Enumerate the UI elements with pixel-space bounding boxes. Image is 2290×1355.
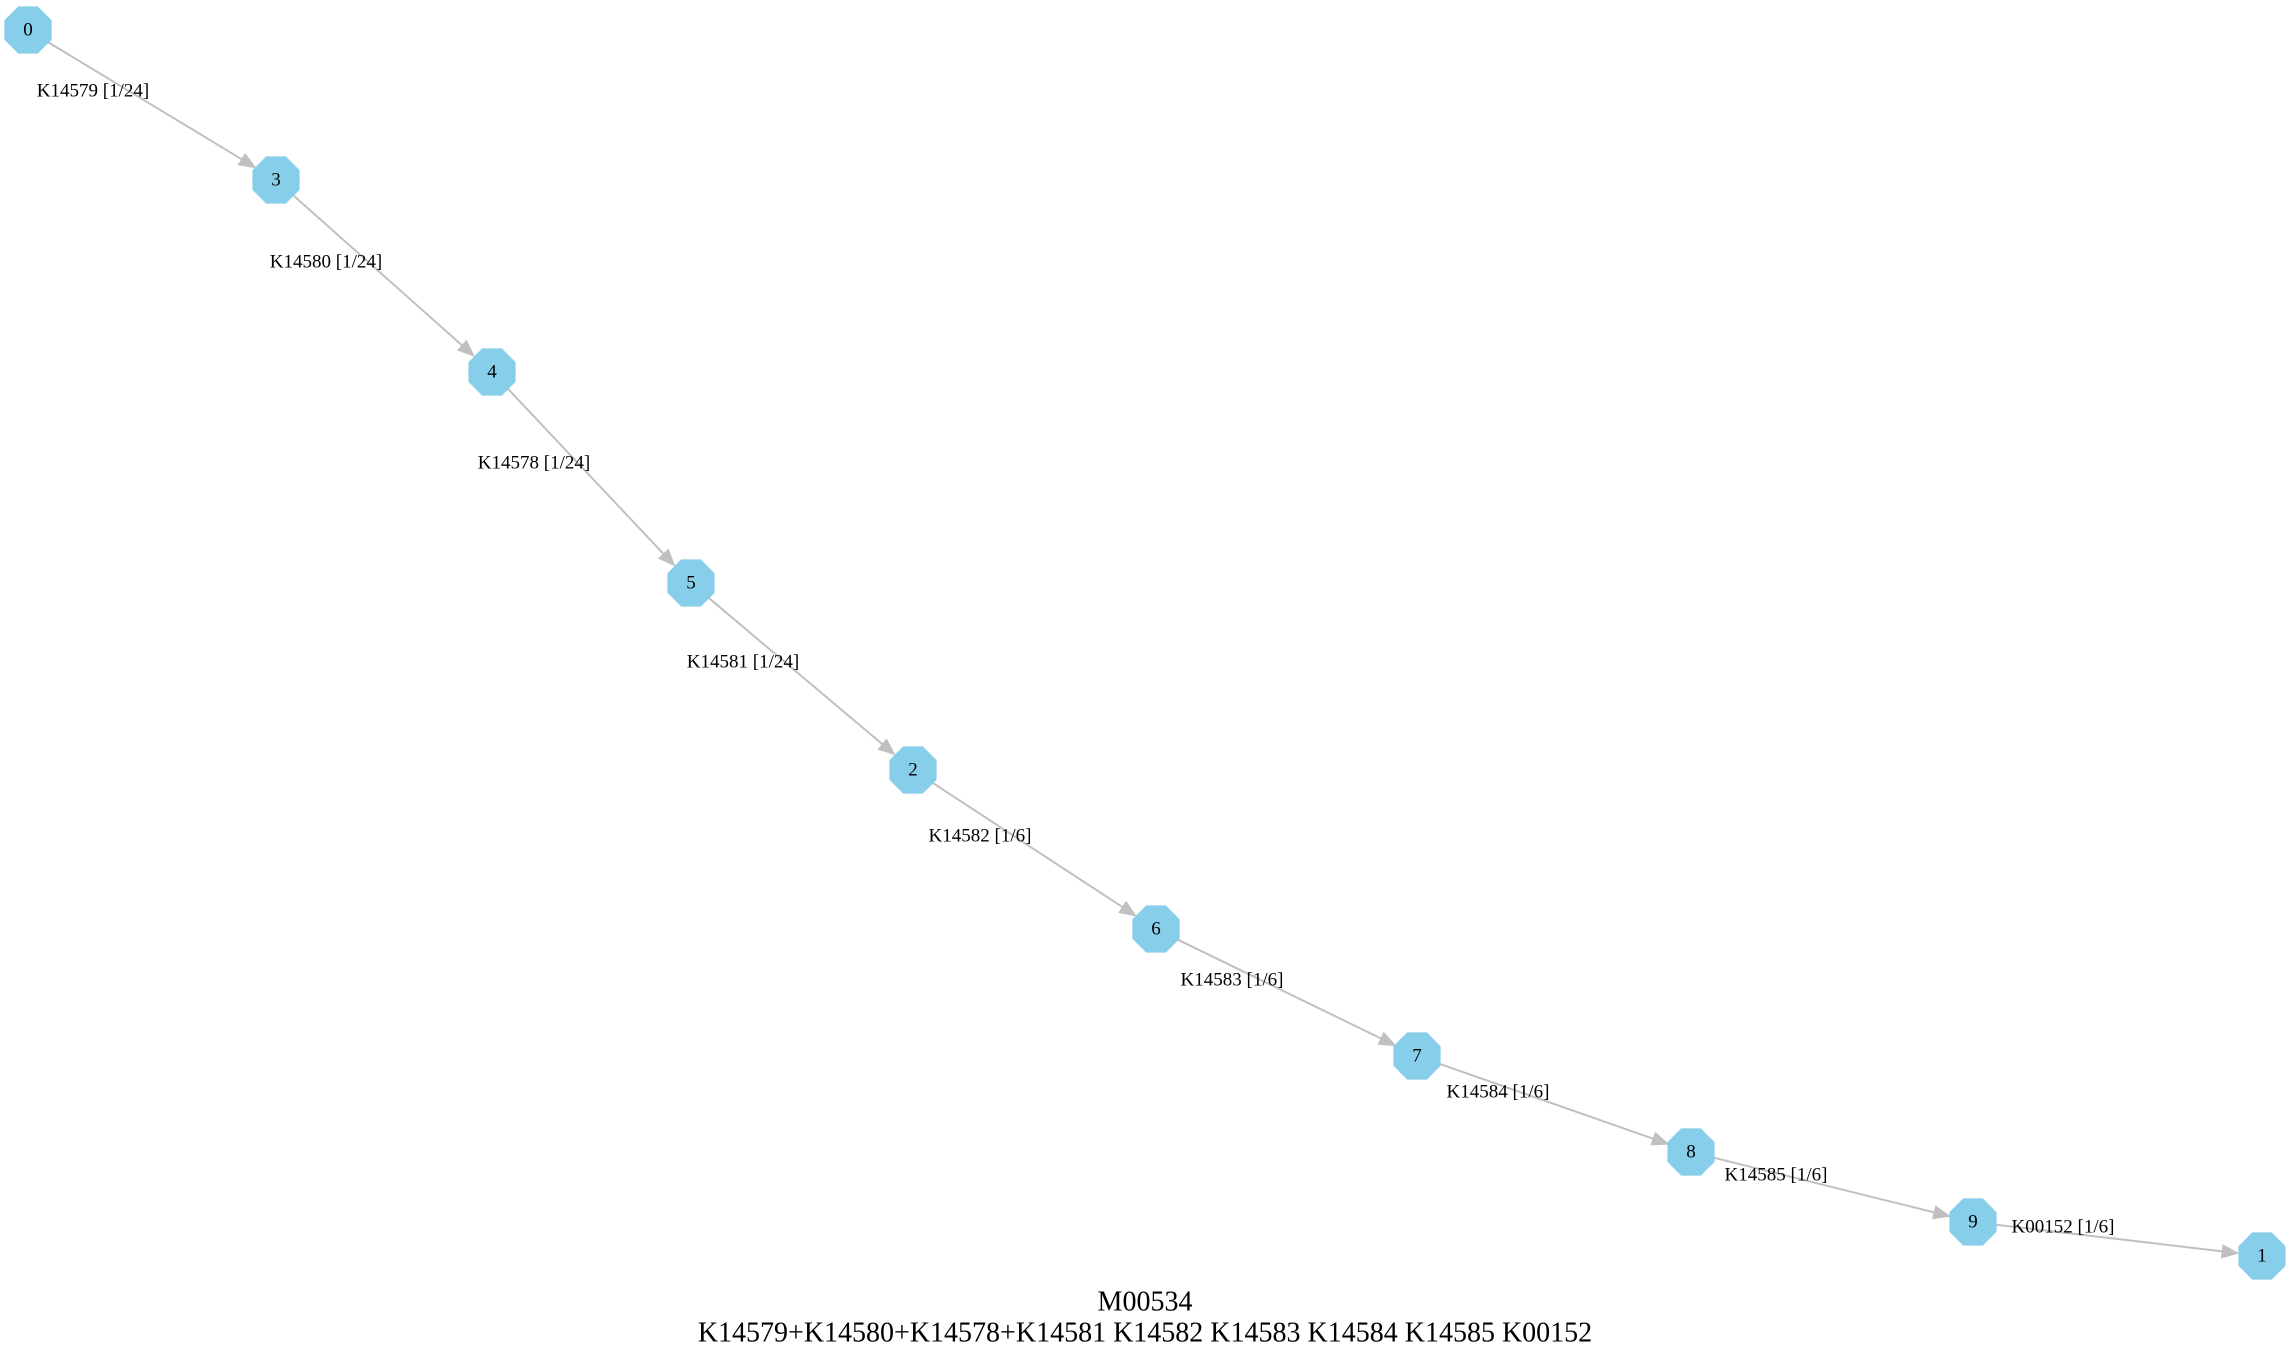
- node-6: 6: [1132, 905, 1180, 953]
- edge-line: [1176, 938, 1382, 1040]
- node-8: 8: [1667, 1128, 1715, 1176]
- node-7: 7: [1393, 1032, 1441, 1080]
- module-id-title: M00534: [1098, 1287, 1193, 1318]
- node-label: 0: [23, 20, 33, 41]
- edge-5-to-2: K14581 [1/24]: [687, 597, 896, 756]
- edge-3-to-4: K14580 [1/24]: [270, 194, 476, 357]
- edge-label: K14580 [1/24]: [270, 252, 382, 273]
- node-5: 5: [667, 559, 715, 607]
- node-1: 1: [2238, 1232, 2286, 1280]
- edge-8-to-9: K14585 [1/6]: [1713, 1156, 1951, 1220]
- node-2: 2: [889, 746, 937, 794]
- node-9: 9: [1949, 1198, 1997, 1246]
- edge-6-to-7: K14583 [1/6]: [1176, 938, 1397, 1047]
- edge-label: K00152 [1/6]: [2012, 1217, 2115, 1238]
- edge-7-to-8: K14584 [1/6]: [1438, 1062, 1670, 1146]
- node-label: 1: [2257, 1246, 2267, 1267]
- node-0: 0: [4, 6, 52, 54]
- arrowhead-icon: [1931, 1205, 1951, 1220]
- caption: M00534 K14579+K14580+K14578+K14581 K1458…: [698, 1287, 1592, 1349]
- node-label: 2: [908, 760, 918, 781]
- octagon-node-icon: [4, 6, 52, 54]
- edge-line: [1438, 1062, 1654, 1140]
- edge-line: [1995, 1223, 2223, 1253]
- octagon-node-icon: [252, 156, 300, 204]
- edge-label: K14578 [1/24]: [478, 453, 590, 474]
- arrowhead-icon: [2220, 1244, 2240, 1259]
- node-label: 5: [686, 573, 696, 594]
- edges-layer: K14579 [1/24] K14580 [1/24] K14578 [1/24] K…: [37, 41, 2240, 1259]
- edge-label: K14583 [1/6]: [1181, 970, 1284, 991]
- node-label: 3: [271, 170, 281, 191]
- arrowhead-icon: [1377, 1031, 1397, 1047]
- node-4: 4: [468, 348, 516, 396]
- edge-9-to-1: K00152 [1/6]: [1995, 1217, 2240, 1259]
- edge-label: K14584 [1/6]: [1447, 1082, 1550, 1103]
- arrowhead-icon: [877, 738, 896, 756]
- edge-line: [292, 194, 463, 347]
- edge-line: [507, 388, 665, 555]
- edge-line: [1713, 1156, 1935, 1214]
- edge-label: K14585 [1/6]: [1725, 1165, 1828, 1186]
- node-label: 4: [487, 362, 497, 383]
- octagon-node-icon: [889, 746, 937, 794]
- octagon-node-icon: [1393, 1032, 1441, 1080]
- octagon-node-icon: [1949, 1198, 1997, 1246]
- node-label: 7: [1412, 1046, 1422, 1067]
- edge-2-to-6: K14582 [1/6]: [929, 781, 1138, 917]
- octagon-node-icon: [1667, 1128, 1715, 1176]
- nodes-layer: 0 3 4 5 2 6 7 8 9 1: [4, 6, 2286, 1280]
- edge-line: [931, 781, 1124, 908]
- arrowhead-icon: [237, 152, 257, 169]
- arrowhead-icon: [1118, 900, 1138, 917]
- octagon-node-icon: [667, 559, 715, 607]
- edge-line: [47, 41, 243, 161]
- octagon-node-icon: [468, 348, 516, 396]
- edge-line: [707, 597, 884, 745]
- edge-label: K14582 [1/6]: [929, 826, 1032, 847]
- node-label: 6: [1151, 919, 1161, 940]
- node-3: 3: [252, 156, 300, 204]
- edge-4-to-5: K14578 [1/24]: [478, 388, 676, 567]
- edge-0-to-3: K14579 [1/24]: [37, 41, 257, 169]
- node-label: 9: [1968, 1212, 1978, 1233]
- arrowhead-icon: [456, 339, 476, 357]
- arrowhead-icon: [1650, 1131, 1670, 1146]
- octagon-node-icon: [2238, 1232, 2286, 1280]
- edge-label: K14581 [1/24]: [687, 652, 799, 673]
- edge-label: K14579 [1/24]: [37, 81, 149, 102]
- arrowhead-icon: [657, 548, 676, 567]
- node-label: 8: [1686, 1142, 1696, 1163]
- octagon-node-icon: [1132, 905, 1180, 953]
- module-definition: K14579+K14580+K14578+K14581 K14582 K1458…: [698, 1318, 1592, 1349]
